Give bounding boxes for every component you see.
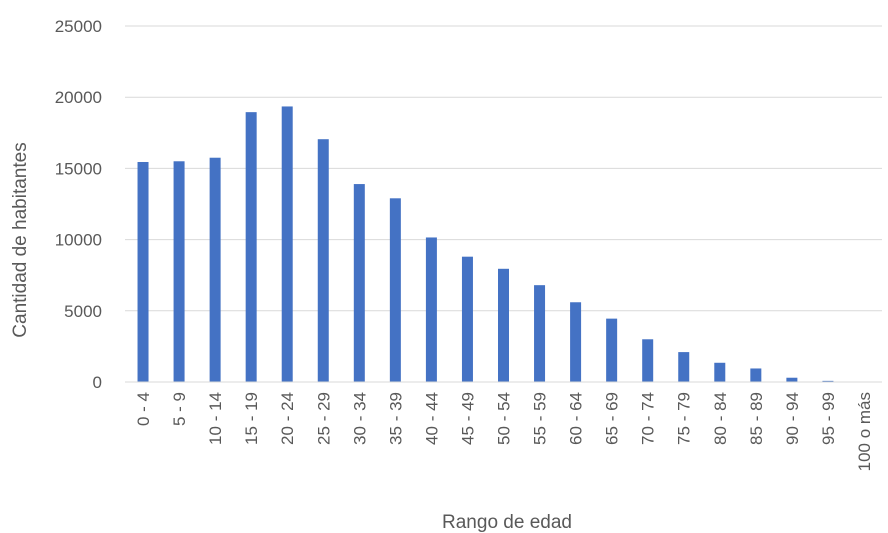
bar (245, 112, 257, 382)
y-tick-label: 10000 (55, 231, 102, 250)
x-tick-label: 55 - 59 (531, 392, 550, 445)
bar (570, 302, 582, 382)
x-tick-label: 95 - 99 (819, 392, 838, 445)
x-tick-label: 40 - 44 (422, 392, 441, 445)
y-tick-label: 5000 (64, 302, 102, 321)
x-tick-label: 70 - 74 (639, 392, 658, 445)
x-tick-label: 65 - 69 (603, 392, 622, 445)
y-tick-label: 20000 (55, 88, 102, 107)
bar (317, 139, 329, 382)
bar (714, 362, 726, 382)
x-tick-label: 5 - 9 (170, 392, 189, 426)
x-tick-label: 90 - 94 (783, 392, 802, 445)
bars (137, 106, 870, 383)
x-tick-label: 30 - 34 (350, 392, 369, 445)
bar (822, 380, 834, 382)
x-tick-label: 20 - 24 (278, 392, 297, 445)
y-tick-label: 25000 (55, 17, 102, 36)
bar (498, 268, 509, 382)
bar (353, 184, 365, 382)
y-tick-label: 0 (93, 373, 102, 392)
x-tick-label: 85 - 89 (747, 392, 766, 445)
bar (750, 368, 762, 382)
x-tick-label: 80 - 84 (711, 392, 730, 445)
bar (606, 318, 618, 382)
x-tick-label: 35 - 39 (386, 392, 405, 445)
bar (281, 106, 293, 383)
x-axis-title: Rango de edad (442, 512, 572, 533)
x-tick-label: 50 - 54 (495, 392, 514, 445)
bar (678, 352, 690, 382)
bar (137, 161, 149, 382)
x-tick-label: 10 - 14 (206, 392, 225, 445)
x-tick-label: 15 - 19 (242, 392, 261, 445)
y-axis-ticks: 0 5000 10000 15000 20000 25000 (55, 17, 102, 392)
x-tick-label: 75 - 79 (675, 392, 694, 445)
bar (786, 377, 798, 382)
y-tick-label: 15000 (55, 159, 102, 178)
bar (425, 237, 437, 382)
x-tick-label: 100 o más (855, 392, 874, 471)
x-tick-label: 0 - 4 (134, 392, 153, 426)
bar (534, 285, 546, 382)
bar (389, 198, 401, 382)
bar (461, 256, 473, 382)
x-tick-label: 25 - 29 (314, 392, 333, 445)
bar (173, 161, 185, 382)
gridlines (125, 25, 882, 312)
y-axis-title: Cantidad de habitantes (10, 142, 31, 337)
x-axis-ticks: 0 - 4 5 - 9 10 - 14 15 - 19 20 - 24 25 - 29 30… (134, 392, 874, 471)
bar (209, 157, 221, 382)
bar (642, 339, 654, 382)
x-tick-label: 45 - 49 (458, 392, 477, 445)
x-tick-label: 60 - 64 (567, 392, 586, 445)
